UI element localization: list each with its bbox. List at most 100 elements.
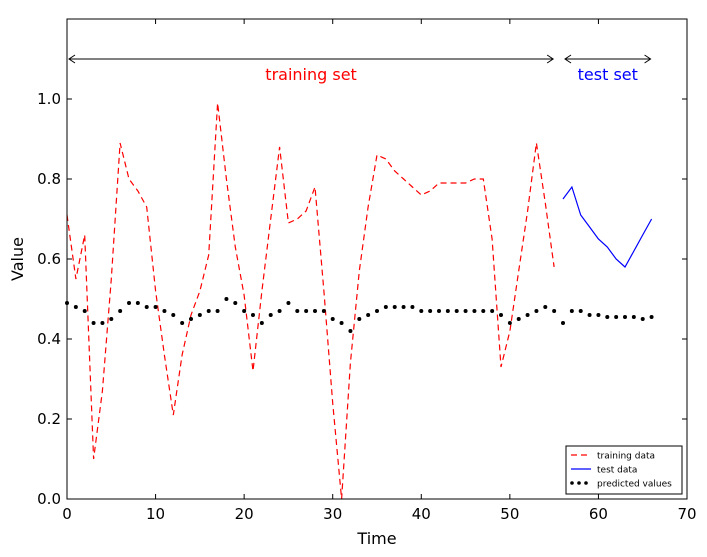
predicted-values-point	[401, 305, 406, 309]
plot-background	[67, 19, 687, 499]
legend-label-predicted-values: predicted values	[597, 480, 672, 490]
predicted-values-point	[569, 309, 574, 313]
legend-box	[565, 445, 683, 495]
predicted-values-point	[206, 309, 211, 313]
y-tick-label: 0.4	[37, 330, 61, 348]
x-tick-label: 10	[146, 505, 165, 523]
predicted-values-point	[587, 313, 592, 317]
predicted-values-point	[348, 329, 353, 333]
predicted-values-point	[215, 309, 220, 313]
predicted-values-point	[516, 317, 521, 321]
training-set-arrow-left	[68, 54, 76, 64]
predicted-values-point	[91, 321, 96, 325]
predicted-values-point	[543, 305, 548, 309]
predicted-values-point	[392, 305, 397, 309]
predicted-values-point	[472, 309, 477, 313]
legend-marker-predicted-values	[577, 481, 581, 485]
test-set-label: test set	[578, 65, 638, 84]
predicted-values-point	[507, 321, 512, 325]
x-tick-label: 70	[677, 505, 696, 523]
predicted-values-point	[321, 309, 326, 313]
predicted-values-point	[375, 309, 379, 313]
x-tick-label: 30	[323, 505, 342, 523]
predicted-values-point	[490, 309, 495, 313]
predicted-values-point	[330, 317, 335, 321]
y-tick-label: 0.8	[37, 170, 61, 188]
y-tick-label: 0.0	[37, 490, 61, 508]
predicted-values-point	[286, 301, 291, 305]
test-set-arrow-right	[644, 54, 652, 64]
predicted-values-point	[463, 309, 468, 313]
x-tick-label: 40	[412, 505, 431, 523]
training-set-arrow-right	[546, 54, 555, 64]
predicted-values-point	[189, 317, 193, 321]
tick-layer: 0 10 20 30 40 50 60 70 0.0 0.2 0.4 0.6 0.8 1.0	[37, 19, 697, 523]
x-tick-label: 50	[500, 505, 519, 523]
predicted-values-point	[109, 317, 114, 321]
legend: training data test data predicted values	[565, 445, 683, 495]
predicted-values-point	[578, 309, 583, 313]
predicted-values-point	[339, 321, 344, 325]
predicted-values-point	[561, 321, 565, 325]
annotation-layer: training set test set	[68, 54, 652, 84]
predicted-values-point	[649, 315, 654, 319]
predicted-values-point	[251, 313, 255, 317]
y-tick-label: 0.2	[37, 410, 61, 428]
predicted-values-point	[313, 309, 317, 313]
predicted-values-point	[534, 309, 539, 313]
predicted-values-point	[481, 309, 486, 313]
predicted-values-point	[224, 297, 229, 301]
predicted-values-point	[499, 313, 503, 317]
predicted-values-point	[596, 313, 601, 317]
training-data-line	[66, 102, 555, 500]
predicted-values-point	[135, 301, 140, 305]
predicted-values-point	[366, 313, 371, 317]
predicted-values-point	[144, 305, 149, 309]
test-set-arrow-left	[564, 54, 572, 64]
x-tick-label: 20	[235, 505, 254, 523]
training-set-label: training set	[265, 65, 357, 84]
predicted-values-point	[162, 309, 167, 313]
x-axis-label: Time	[356, 529, 396, 548]
y-axis-label: Value	[8, 237, 27, 281]
series-layer	[65, 102, 654, 500]
predicted-values-point	[419, 309, 424, 313]
y-tick-label: 0.6	[37, 250, 61, 268]
predicted-values-point	[383, 305, 388, 309]
predicted-values-point	[268, 313, 273, 317]
predicted-values-point	[428, 309, 433, 313]
predicted-values-point	[277, 309, 282, 313]
predicted-values-point	[631, 315, 636, 319]
legend-label-test-data: test data	[597, 466, 637, 476]
predicted-values-point	[242, 309, 247, 313]
predicted-values-point	[259, 321, 264, 325]
predicted-values-point	[525, 313, 530, 317]
y-tick-label: 1.0	[37, 90, 61, 108]
predicted-values-point	[304, 309, 309, 313]
predicted-values-point	[82, 309, 87, 313]
predicted-values-point	[171, 313, 176, 317]
predicted-values-point	[73, 305, 78, 309]
predicted-values-point	[100, 321, 105, 325]
predicted-values-point	[445, 309, 450, 313]
predicted-values-point	[233, 301, 238, 305]
predicted-values-point	[127, 301, 131, 305]
predicted-values-point	[118, 309, 123, 313]
predicted-values-point	[623, 315, 627, 319]
predicted-values-point	[614, 315, 619, 319]
legend-marker-predicted-values	[570, 481, 574, 485]
predicted-values-point	[640, 317, 645, 321]
predicted-values-point	[552, 309, 557, 313]
predicted-values-point	[454, 309, 459, 313]
predicted-values-point	[180, 321, 185, 325]
legend-marker-predicted-values	[584, 481, 588, 485]
predicted-values-point	[153, 305, 158, 309]
predicted-values-point	[295, 309, 300, 313]
predicted-values-point	[605, 315, 610, 319]
legend-label-training-data: training data	[597, 452, 655, 462]
predicted-values-point	[410, 305, 415, 309]
predicted-values-point	[437, 309, 441, 313]
x-tick-label: 60	[589, 505, 608, 523]
test-data-line	[562, 185, 653, 268]
